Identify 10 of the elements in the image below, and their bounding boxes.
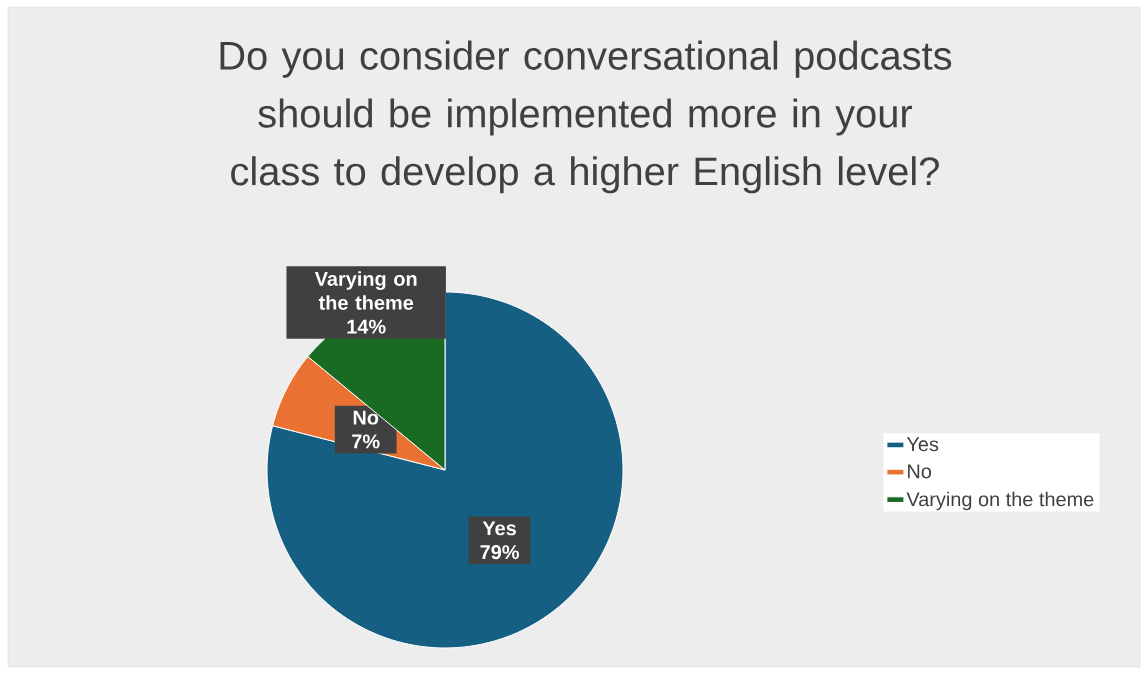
- slice-label: No: [353, 410, 379, 425]
- legend-label: Varying on the theme: [906, 491, 1094, 511]
- data-label: 14%: [347, 319, 386, 334]
- legend-label: No: [908, 464, 932, 479]
- slice-label: Yes: [482, 521, 516, 536]
- slice-label: Varying on the theme: [314, 271, 417, 310]
- chart-title: Do you consider conversational podcasts should be implemented more in your class to develop a higher English level?: [220, 40, 952, 194]
- legend-label: Yes: [906, 437, 939, 452]
- data-label: 79%: [480, 545, 519, 560]
- data-label: 7%: [352, 434, 380, 449]
